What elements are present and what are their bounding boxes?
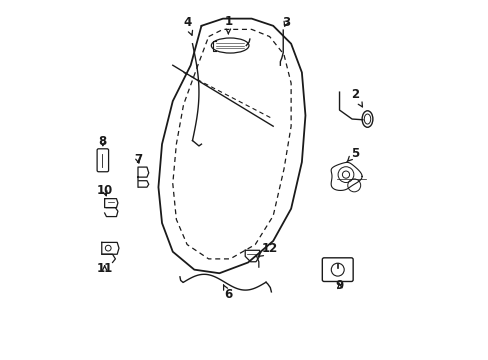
Text: 9: 9 [335, 279, 343, 292]
Text: 8: 8 [99, 135, 107, 148]
Text: 10: 10 [96, 184, 113, 197]
Text: 5: 5 [346, 147, 359, 162]
Text: 3: 3 [282, 16, 289, 29]
Text: 7: 7 [134, 153, 142, 166]
Text: 1: 1 [224, 15, 232, 34]
Text: 12: 12 [258, 242, 277, 256]
Text: 11: 11 [96, 262, 113, 275]
Text: 4: 4 [183, 16, 192, 35]
Text: 2: 2 [350, 88, 362, 107]
Text: 6: 6 [223, 285, 232, 301]
